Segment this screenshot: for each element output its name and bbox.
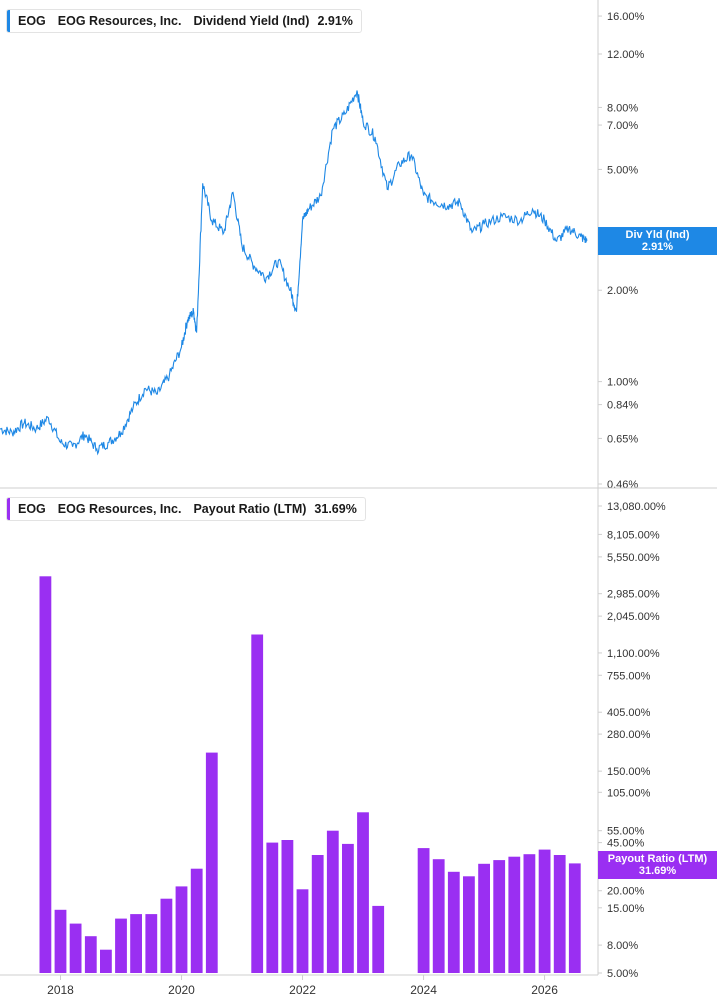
- y-tick-label: 755.00%: [607, 670, 651, 682]
- y-tick-label: 150.00%: [607, 766, 651, 778]
- y-tick-label: 1.00%: [607, 377, 638, 389]
- payout-bar: [115, 918, 127, 973]
- y-tick-label: 1,100.00%: [607, 648, 660, 660]
- dividend-yield-plot: [0, 90, 588, 456]
- tag-label: Payout Ratio (LTM): [607, 853, 708, 865]
- legend-metric: Dividend Yield (Ind): [193, 14, 310, 28]
- x-tick-label: 2022: [289, 983, 316, 997]
- payout-ratio-value-tag: Payout Ratio (LTM) 31.69%: [598, 851, 717, 879]
- legend-color-swatch: [7, 498, 10, 520]
- y-tick-label: 0.65%: [607, 433, 638, 445]
- y-tick-label: 45.00%: [607, 838, 645, 850]
- payout-bar: [553, 855, 566, 973]
- y-tick-label: 16.00%: [607, 11, 645, 23]
- payout-bar: [508, 856, 521, 973]
- y-tick-label: 405.00%: [607, 707, 651, 719]
- x-tick-label: 2024: [410, 983, 437, 997]
- payout-bar: [130, 914, 142, 973]
- tag-label: Div Yld (Ind): [625, 229, 690, 241]
- y-tick-label: 2,985.00%: [607, 589, 660, 601]
- payout-bar: [478, 863, 490, 973]
- payout-bar: [311, 855, 324, 973]
- y-tick-label: 8.00%: [607, 102, 638, 114]
- y-tick-label: 8,105.00%: [607, 529, 660, 541]
- y-tick-label: 0.84%: [607, 400, 638, 412]
- x-tick-label: 2026: [531, 983, 558, 997]
- y-tick-label: 5.00%: [607, 164, 638, 176]
- payout-bar: [523, 854, 536, 973]
- payout-bar: [251, 634, 264, 973]
- dividend-yield-line: [0, 90, 588, 456]
- payout-bar: [84, 936, 97, 973]
- x-tick-label: 2018: [47, 983, 74, 997]
- y-tick-label: 15.00%: [607, 903, 645, 915]
- payout-bar: [432, 859, 445, 973]
- y-tick-label: 2.00%: [607, 285, 638, 297]
- legend-ticker: EOG: [18, 502, 46, 516]
- payout-bar: [447, 871, 460, 973]
- y-tick-label: 12.00%: [607, 49, 645, 61]
- y-tick-label: 8.00%: [607, 940, 638, 952]
- y-tick-label: 55.00%: [607, 826, 645, 838]
- payout-bar: [357, 812, 369, 973]
- y-tick-label: 2,045.00%: [607, 611, 660, 623]
- y-tick-label: 20.00%: [607, 886, 645, 898]
- legend-ticker: EOG: [18, 14, 46, 28]
- y-tick-label: 13,080.00%: [607, 501, 666, 513]
- y-tick-label: 0.46%: [607, 479, 638, 491]
- payout-bar: [463, 876, 475, 973]
- legend-metric: Payout Ratio (LTM): [193, 502, 307, 516]
- payout-ratio-legend[interactable]: EOG EOG Resources, Inc. Payout Ratio (LT…: [6, 497, 366, 521]
- payout-bar: [326, 830, 339, 973]
- x-tick-label: 2020: [168, 983, 195, 997]
- payout-bar: [39, 576, 52, 973]
- payout-bar: [205, 752, 218, 973]
- y-tick-label: 280.00%: [607, 729, 651, 741]
- y-tick-label: 105.00%: [607, 787, 651, 799]
- payout-bar: [145, 914, 158, 973]
- payout-bar: [266, 842, 279, 973]
- y-tick-label: 5,550.00%: [607, 552, 660, 564]
- dividend-yield-legend[interactable]: EOG EOG Resources, Inc. Dividend Yield (…: [6, 9, 362, 33]
- legend-company: EOG Resources, Inc.: [57, 14, 182, 28]
- payout-bar: [175, 886, 188, 973]
- payout-bar: [281, 840, 294, 973]
- legend-company: EOG Resources, Inc.: [57, 502, 182, 516]
- payout-bar: [493, 860, 506, 973]
- bottom-y-axis: 13,080.00% 8,105.00% 5,550.00% 2,985.00% 2,0…: [598, 501, 666, 980]
- payout-bar: [100, 949, 112, 973]
- payout-bar: [160, 898, 173, 973]
- tag-value: 31.69%: [638, 865, 677, 877]
- legend-color-swatch: [7, 10, 10, 32]
- payout-bar: [342, 843, 354, 973]
- y-tick-label: 7.00%: [607, 120, 638, 132]
- payout-bar: [568, 863, 581, 973]
- payout-bar: [417, 848, 430, 973]
- payout-bar: [296, 889, 309, 973]
- dividend-yield-value-tag: Div Yld (Ind) 2.91%: [598, 227, 717, 255]
- payout-bar: [538, 849, 551, 973]
- tag-value: 2.91%: [641, 241, 674, 253]
- payout-bar: [372, 905, 385, 973]
- y-tick-label: 5.00%: [607, 968, 638, 980]
- payout-bar: [54, 909, 67, 973]
- payout-bar: [190, 868, 203, 973]
- legend-value: 31.69%: [314, 502, 357, 516]
- legend-value: 2.91%: [317, 14, 353, 28]
- x-axis: 2018 2020 2022 2024 2026: [0, 974, 598, 997]
- payout-ratio-plot: [39, 576, 581, 973]
- payout-bar: [69, 923, 82, 973]
